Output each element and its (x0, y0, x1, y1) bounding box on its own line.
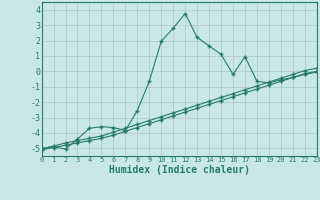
X-axis label: Humidex (Indice chaleur): Humidex (Indice chaleur) (109, 165, 250, 175)
